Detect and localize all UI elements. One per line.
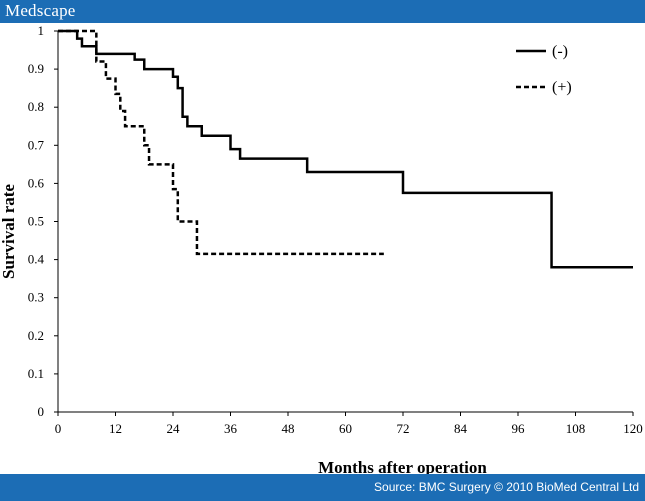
survival-chart: 0 0.1 0.2 0.3 0.4 0.5 0.6 0.7 0.8 0.9 1 0 12 24 36 48 60… <box>0 23 643 474</box>
x-tick-label: 24 <box>167 421 181 436</box>
y-tick-label: 0.1 <box>28 366 44 381</box>
x-tick-label: 108 <box>566 421 586 436</box>
legend-label: (-) <box>552 43 568 60</box>
x-tick-label: 84 <box>454 421 468 436</box>
y-tick-label: 0.9 <box>28 61 44 76</box>
source-credit: Source: BMC Surgery © 2010 BioMed Centra… <box>374 480 639 494</box>
y-tick-label: 0.6 <box>28 175 45 190</box>
y-tick-label: 0.4 <box>28 252 45 267</box>
x-tick-label: 60 <box>339 421 352 436</box>
y-tick-label: 0.3 <box>28 290 44 305</box>
legend-label: (+) <box>552 79 572 96</box>
x-tick-label: 36 <box>224 421 238 436</box>
x-tick-label: 120 <box>623 421 643 436</box>
y-tick-label: 0.2 <box>28 328 44 343</box>
x-axis-label: Months after operation <box>318 458 487 474</box>
y-tick-label: 0 <box>38 404 45 419</box>
series-line-positive <box>58 29 384 256</box>
x-tick-label: 96 <box>512 421 526 436</box>
footer-bar: Source: BMC Surgery © 2010 BioMed Centra… <box>0 474 645 501</box>
y-tick-label: 1 <box>38 23 45 38</box>
header-bar: Medscape <box>0 0 645 23</box>
x-tick-label: 48 <box>282 421 295 436</box>
y-tick-label: 0.7 <box>28 137 45 152</box>
x-tick-label: 72 <box>397 421 410 436</box>
y-tick-label: 0.5 <box>28 214 44 229</box>
y-axis-label: Survival rate <box>0 184 18 279</box>
x-tick-label: 0 <box>55 421 62 436</box>
y-tick-label: 0.8 <box>28 99 44 114</box>
series-line-negative <box>58 29 633 269</box>
brand-logo-text: Medscape <box>5 1 76 20</box>
x-tick-label: 12 <box>109 421 122 436</box>
